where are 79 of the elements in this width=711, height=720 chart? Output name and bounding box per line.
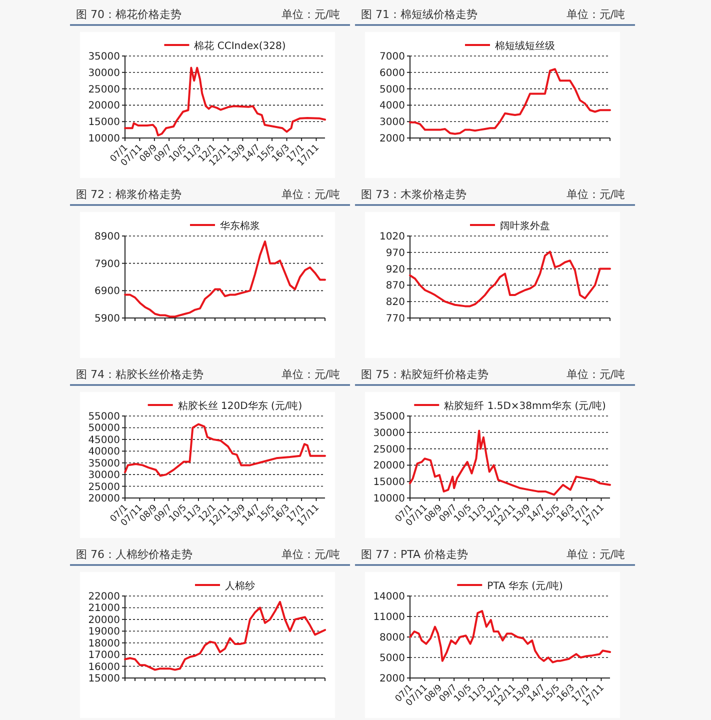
y-tick-label: 6000: [380, 68, 405, 79]
text: 单位：元/吨: [566, 548, 625, 561]
y-tick-label: 8000: [380, 632, 405, 644]
y-tick-label: 10000: [88, 134, 120, 144]
y-tick-label: 19000: [88, 626, 120, 638]
y-tick-label: 30000: [88, 470, 120, 482]
line-series: [124, 423, 326, 477]
chart-title: 图 76：人棉纱价格走势: [76, 548, 192, 561]
y-tick-label: 8900: [94, 232, 120, 242]
y-tick-label: 770: [386, 314, 405, 324]
y-tick-label: 11000: [373, 612, 405, 623]
legend-label: 棉短绒短丝级: [495, 40, 555, 52]
line-series: [409, 610, 611, 664]
text: 单位：元/吨: [281, 548, 340, 561]
y-tick-label: 40000: [88, 446, 120, 458]
chart-title: 图 72：棉浆价格走势: [76, 188, 182, 201]
chart-title: 图 70：棉花价格走势: [76, 8, 182, 21]
chart-title: 图 74：粘胶长丝价格走势: [76, 368, 204, 381]
chart-title: 图 77：PTA 价格走势: [361, 548, 468, 561]
line-series: [409, 250, 611, 308]
text: 单位：元/吨: [281, 188, 340, 201]
y-tick-label: 20000: [88, 614, 120, 626]
y-tick-label: 7900: [94, 258, 120, 270]
y-tick-label: 18000: [88, 638, 120, 650]
y-tick-label: 50000: [88, 423, 120, 434]
y-tick-label: 3000: [380, 117, 405, 128]
y-tick-label: 15000: [88, 674, 120, 684]
y-tick-label: 14000: [373, 592, 405, 602]
y-tick-label: 15000: [373, 477, 405, 488]
chart-title: 图 73：木浆价格走势: [361, 188, 466, 201]
y-tick-label: 5000: [380, 653, 405, 664]
chart-title: 图 75：粘胶短纤价格走势: [361, 368, 488, 381]
y-tick-label: 820: [386, 297, 405, 308]
y-tick-label: 7000: [380, 52, 405, 62]
y-tick-label: 30000: [88, 68, 120, 79]
legend-label: 棉花 CCIndex(328): [194, 40, 286, 52]
y-tick-label: 22000: [88, 592, 120, 602]
y-tick-label: 920: [386, 264, 405, 276]
y-tick-label: 5000: [380, 84, 405, 96]
text: 单位：元/吨: [566, 368, 625, 381]
legend-label: 粘胶短纤 1.5D×38mm华东 (元/吨): [444, 400, 606, 412]
y-tick-label: 21000: [88, 603, 120, 614]
text: 单位：元/吨: [281, 368, 340, 381]
y-tick-label: 20000: [88, 494, 120, 504]
y-tick-label: 20000: [373, 460, 405, 472]
y-tick-label: 2000: [380, 134, 405, 144]
y-tick-label: 10000: [373, 494, 405, 504]
y-tick-label: 870: [386, 280, 405, 292]
y-tick-label: 25000: [373, 444, 405, 456]
line-series: [409, 68, 611, 135]
y-tick-label: 17000: [88, 650, 120, 662]
y-tick-label: 970: [386, 248, 405, 259]
line-series: [124, 600, 326, 671]
y-tick-label: 25000: [88, 482, 120, 493]
y-tick-label: 25000: [88, 84, 120, 96]
y-tick-label: 1020: [380, 232, 405, 242]
text: 单位：元/吨: [281, 8, 340, 21]
y-tick-label: 35000: [88, 52, 120, 62]
y-tick-label: 55000: [88, 412, 120, 422]
legend-label: 粘胶长丝 120D华东 (元/吨): [178, 400, 302, 412]
text: 单位：元/吨: [566, 188, 625, 201]
text: 单位：元/吨: [566, 8, 625, 21]
chart-title: 图 71：棉短绒价格走势: [361, 8, 478, 21]
legend-label: 华东棉浆: [220, 220, 260, 232]
y-tick-label: 4000: [380, 100, 405, 112]
y-tick-label: 16000: [88, 662, 120, 673]
y-tick-label: 2000: [380, 674, 405, 684]
y-tick-label: 6900: [94, 286, 120, 298]
y-tick-label: 15000: [88, 117, 120, 128]
y-tick-label: 20000: [88, 100, 120, 112]
y-tick-label: 45000: [88, 434, 120, 446]
legend-label: 阔叶浆外盘: [500, 220, 550, 232]
line-series: [409, 430, 611, 496]
y-tick-label: 5900: [94, 314, 120, 324]
legend-label: PTA 华东 (元/吨): [487, 580, 563, 592]
y-tick-label: 30000: [373, 428, 405, 439]
legend-label: 人棉纱: [225, 580, 255, 592]
y-tick-label: 35000: [373, 412, 405, 422]
y-tick-label: 35000: [88, 458, 120, 470]
